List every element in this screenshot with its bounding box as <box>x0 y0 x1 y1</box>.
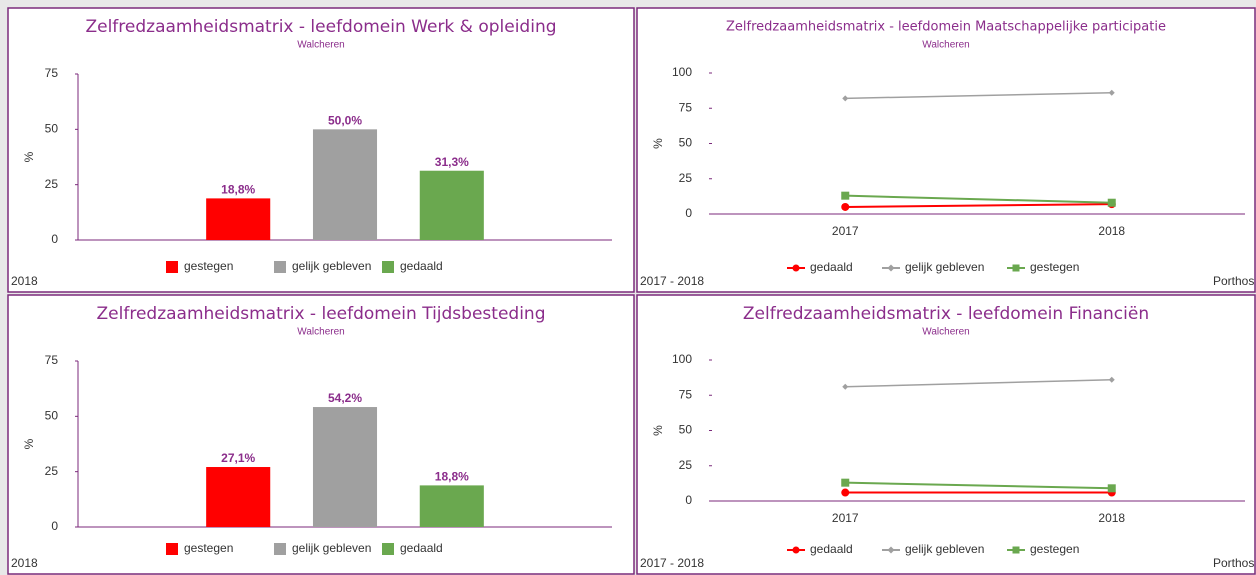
source: Porthos <box>1213 274 1254 288</box>
x-tick-label: 2017 <box>832 224 859 238</box>
chart-title: Zelfredzaamheidsmatrix - leefdomein Fina… <box>743 304 1149 324</box>
legend-label: gestegen <box>184 541 233 555</box>
y-tick-label: 0 <box>51 519 58 533</box>
legend-marker <box>1012 546 1020 554</box>
y-tick-label: 50 <box>679 136 693 150</box>
y-tick-label: 75 <box>679 387 693 401</box>
data-point <box>842 383 849 390</box>
y-tick-label: 50 <box>679 423 693 437</box>
data-label: 31,3% <box>435 155 469 169</box>
chart-panel: Zelfredzaamheidsmatrix - leefdomein Tijd… <box>7 294 635 575</box>
bar <box>206 467 271 527</box>
data-point <box>841 191 850 200</box>
y-tick-label: 25 <box>45 177 59 191</box>
y-axis-label: % <box>651 425 665 436</box>
chart-panel: Zelfredzaamheidsmatrix - leefdomein Fina… <box>636 294 1256 575</box>
bar <box>312 129 378 240</box>
series-line <box>845 203 1112 208</box>
data-label: 54,2% <box>328 391 362 405</box>
y-axis-label: % <box>22 438 36 449</box>
series-line <box>845 194 1112 204</box>
y-tick-label: 0 <box>685 206 692 220</box>
y-axis-label: % <box>22 151 36 162</box>
legend-label: gedaald <box>810 260 853 274</box>
legend-label: gedaald <box>810 542 853 556</box>
legend-label: gelijk gebleven <box>292 259 371 273</box>
x-tick-label: 2017 <box>832 511 859 525</box>
data-label: 27,1% <box>221 451 255 465</box>
bar <box>419 485 484 527</box>
legend-marker <box>887 264 895 272</box>
bar <box>206 198 271 240</box>
legend-label: gestegen <box>184 259 233 273</box>
chart-title: Zelfredzaamheidsmatrix - leefdomein Maat… <box>726 20 1166 35</box>
chart-panel: Zelfredzaamheidsmatrix - leefdomein Werk… <box>7 7 635 293</box>
data-point <box>1107 198 1116 207</box>
series-line <box>845 481 1112 490</box>
data-point <box>841 488 850 497</box>
chart-subtitle: Walcheren <box>297 40 344 51</box>
data-point <box>1108 89 1115 96</box>
data-point <box>1107 484 1116 493</box>
legend-label: gelijk gebleven <box>905 260 984 274</box>
footer: 2018 <box>11 556 38 570</box>
series-line <box>845 91 1112 100</box>
legend-label: gedaald <box>400 541 443 555</box>
data-point <box>841 202 850 211</box>
footer: 2017 - 2018 <box>640 556 704 570</box>
y-tick-label: 100 <box>672 352 692 366</box>
legend-marker <box>792 264 800 272</box>
y-tick-label: 50 <box>45 122 59 136</box>
legend-label: gedaald <box>400 259 443 273</box>
legend-label: gestegen <box>1030 542 1079 556</box>
chart-title: Zelfredzaamheidsmatrix - leefdomein Werk… <box>85 17 556 37</box>
legend-swatch <box>274 543 286 555</box>
legend-marker <box>1012 264 1020 272</box>
y-tick-label: 75 <box>45 66 59 80</box>
y-tick-label: 25 <box>679 171 693 185</box>
legend-label: gestegen <box>1030 260 1079 274</box>
y-tick-label: 25 <box>45 464 59 478</box>
panel-background <box>636 7 1256 293</box>
chart-subtitle: Walcheren <box>922 327 969 338</box>
legend-swatch <box>382 543 394 555</box>
panel-background <box>636 294 1256 575</box>
chart-panel: Zelfredzaamheidsmatrix - leefdomein Maat… <box>636 7 1256 293</box>
legend-swatch <box>166 543 178 555</box>
y-tick-label: 50 <box>45 409 59 423</box>
legend-swatch <box>382 261 394 273</box>
data-point <box>841 478 850 487</box>
chart-subtitle: Walcheren <box>922 40 969 51</box>
y-tick-label: 75 <box>679 100 693 114</box>
data-label: 18,8% <box>435 470 469 484</box>
data-label: 50,0% <box>328 114 362 128</box>
chart-subtitle: Walcheren <box>297 327 344 338</box>
footer: 2018 <box>11 274 38 288</box>
legend-label: gelijk gebleven <box>292 541 371 555</box>
footer: 2017 - 2018 <box>640 274 704 288</box>
y-tick-label: 100 <box>672 65 692 79</box>
data-point <box>1108 376 1115 383</box>
bar <box>312 407 378 527</box>
y-tick-label: 25 <box>679 458 693 472</box>
legend-marker <box>887 546 895 554</box>
chart-title: Zelfredzaamheidsmatrix - leefdomein Tijd… <box>97 304 546 324</box>
legend-label: gelijk gebleven <box>905 542 984 556</box>
y-tick-label: 75 <box>45 353 59 367</box>
y-tick-label: 0 <box>51 232 58 246</box>
data-point <box>842 95 849 102</box>
legend-swatch <box>274 261 286 273</box>
bar <box>419 170 484 240</box>
legend-swatch <box>166 261 178 273</box>
x-tick-label: 2018 <box>1098 224 1125 238</box>
data-label: 18,8% <box>221 183 255 197</box>
x-tick-label: 2018 <box>1098 511 1125 525</box>
y-axis-label: % <box>651 138 665 149</box>
legend-marker <box>792 546 800 554</box>
source: Porthos <box>1213 556 1254 570</box>
series-line <box>845 378 1112 388</box>
y-tick-label: 0 <box>685 493 692 507</box>
